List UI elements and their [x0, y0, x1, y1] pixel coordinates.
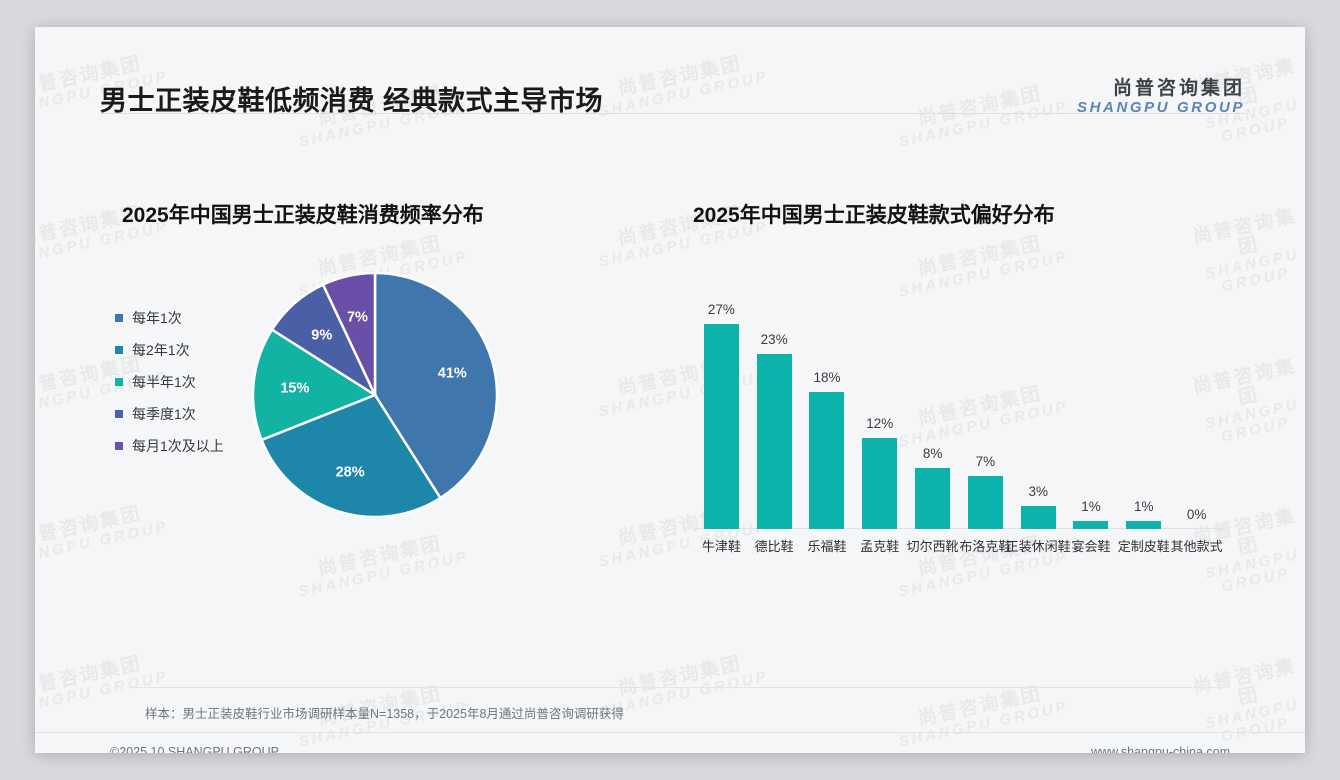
pie-legend: 每年1次每2年1次每半年1次每季度1次每月1次及以上 [115, 302, 224, 462]
bar-value-label: 1% [1134, 499, 1154, 515]
bar-rect[interactable] [915, 468, 951, 529]
pie-slice[interactable] [259, 393, 443, 519]
bar-chart: 27% 牛津鞋 23% 德比鞋 18% 乐福鞋 12% 孟克鞋 8% 切尔西靴 7% 布洛克鞋 3% 正装… [695, 267, 1223, 567]
footer-divider [35, 732, 1305, 733]
slide: 尚普咨询集团 SHANGPU GROUP 尚普咨询集团 SHANGPU GROUP 尚普… [35, 27, 1305, 753]
bar-rect[interactable] [1126, 521, 1162, 529]
pie-slice-label: 15% [280, 380, 309, 396]
pie-slice[interactable] [251, 327, 378, 442]
page-title: 男士正装皮鞋低频消费 经典款式主导市场 [100, 86, 604, 116]
bar-column[interactable]: 3% [1012, 267, 1065, 529]
bar-column[interactable]: 23% [748, 267, 801, 529]
bar-value-label: 27% [707, 301, 735, 317]
bar-category-label: 德比鞋 [754, 539, 794, 554]
bar-column[interactable]: 8% [906, 267, 959, 529]
pie-svg: 41% 28% 15% 9% 7% [251, 271, 499, 519]
bar-category-label: 正装休闲鞋 [1005, 539, 1071, 554]
bar-rect[interactable] [1073, 521, 1109, 529]
footnote-divider [130, 687, 1220, 688]
bar-column[interactable]: 1% [1117, 267, 1170, 529]
bar-column[interactable]: 0% [1170, 267, 1223, 529]
bar-chart-title: 2025年中国男士正装皮鞋款式偏好分布 [693, 204, 1055, 227]
bar-value-label: 23% [760, 332, 788, 348]
pie-slice-label: 28% [336, 465, 365, 481]
legend-item[interactable]: 每半年1次 [115, 366, 224, 398]
pie-slice-label: 9% [311, 328, 332, 344]
legend-swatch [115, 442, 123, 450]
bar-category-label: 牛津鞋 [701, 539, 741, 554]
bar-rect[interactable] [862, 437, 898, 529]
header-divider [100, 113, 1245, 114]
bar-rect[interactable] [756, 354, 792, 529]
legend-label: 每季度1次 [132, 406, 196, 422]
legend-label: 每年1次 [132, 310, 182, 326]
bar-value-label: 1% [1081, 499, 1101, 515]
bar-value-label: 0% [1186, 507, 1207, 522]
legend-item[interactable]: 每月1次及以上 [115, 430, 224, 462]
brand-logo: 尚普咨询集团 SHANGPU GROUP [1077, 78, 1245, 116]
bar-value-label: 7% [975, 453, 996, 469]
bar-value-label: 12% [866, 415, 894, 431]
legend-item[interactable]: 每季度1次 [115, 398, 224, 430]
footer-copyright: ©2025.10 SHANGPU GROUP [110, 745, 279, 753]
bar-column[interactable]: 12% [853, 267, 906, 529]
bar-rect[interactable] [1020, 506, 1056, 529]
legend-swatch [115, 410, 123, 418]
bar-category-label: 定制皮鞋 [1117, 539, 1170, 554]
legend-item[interactable]: 每年1次 [115, 302, 224, 334]
bar-category-label: 宴会鞋 [1071, 539, 1111, 554]
bar-value-label: 3% [1028, 484, 1048, 500]
legend-swatch [115, 378, 123, 386]
bar-column[interactable]: 7% [959, 267, 1012, 529]
pie-slice-label: 7% [347, 309, 368, 325]
footnote: 样本：男士正装皮鞋行业市场调研样本量N=1358，于2025年8月通过尚普咨询调… [145, 707, 624, 721]
bar-category-label: 其他款式 [1170, 539, 1223, 554]
legend-swatch [115, 346, 123, 354]
legend-label: 每2年1次 [132, 342, 190, 358]
bar-axis-line [695, 528, 1223, 529]
logo-text-cn: 尚普咨询集团 [1112, 78, 1245, 99]
bar-value-label: 18% [813, 370, 841, 386]
bar-category-label: 布洛克鞋 [959, 539, 1012, 554]
bar-chart-panel: 2025年中国男士正装皮鞋款式偏好分布 27% 牛津鞋 23% 德比鞋 18% 乐福鞋 12… [653, 172, 1253, 602]
pie-slice-label: 41% [438, 366, 467, 382]
bar-column[interactable]: 18% [801, 267, 854, 529]
legend-label: 每半年1次 [132, 374, 196, 390]
footer-website[interactable]: www.shangpu-china.com [1091, 745, 1230, 753]
legend-swatch [115, 314, 123, 322]
logo-text-en: SHANGPU GROUP [1077, 98, 1245, 116]
bar-column[interactable]: 27% [695, 267, 748, 529]
bar-column[interactable]: 1% [1065, 267, 1118, 529]
pie-chart-title: 2025年中国男士正装皮鞋消费频率分布 [122, 204, 484, 227]
bar-value-label: 8% [922, 446, 943, 462]
pie-chart: 41% 28% 15% 9% 7% [250, 270, 500, 520]
bar-category-label: 孟克鞋 [860, 539, 900, 554]
bar-category-label: 切尔西靴 [906, 539, 959, 554]
legend-label: 每月1次及以上 [132, 438, 224, 454]
pie-chart-panel: 2025年中国男士正装皮鞋消费频率分布 每年1次 每2年1次 每半年1次 每季度1次每… [90, 172, 690, 602]
legend-item[interactable]: 每2年1次 [115, 334, 224, 366]
pie-slice[interactable] [321, 271, 377, 396]
slide-header [35, 27, 1305, 99]
bar-rect[interactable] [809, 392, 845, 529]
bar-rect[interactable] [703, 323, 739, 529]
bar-category-label: 乐福鞋 [807, 539, 847, 554]
bar-rect[interactable] [967, 475, 1003, 529]
